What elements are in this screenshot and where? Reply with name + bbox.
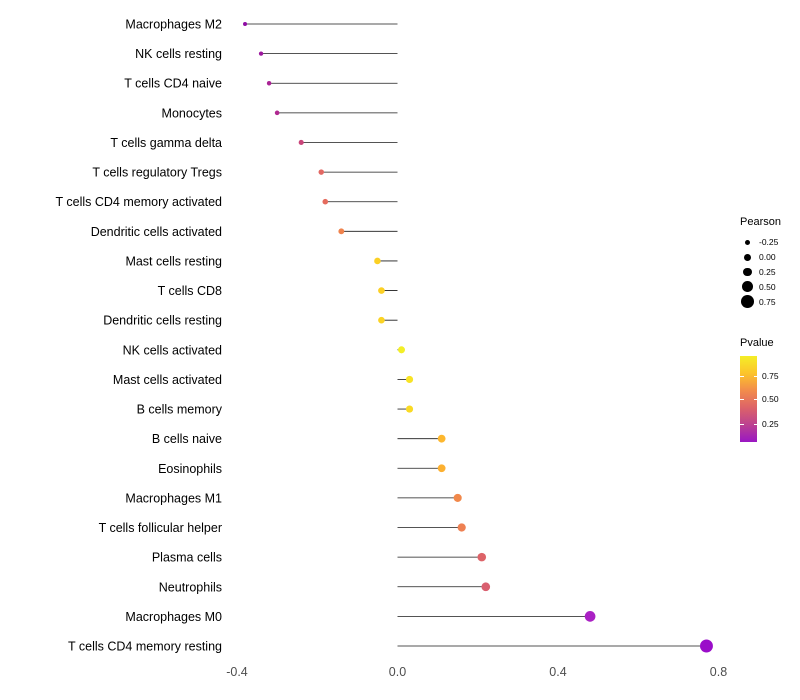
category-label: T cells follicular helper bbox=[99, 521, 222, 535]
size-legend-dot bbox=[744, 253, 751, 261]
x-tick-label: 0.0 bbox=[389, 665, 406, 679]
lollipop-point bbox=[437, 464, 446, 473]
size-legend-label: 0.00 bbox=[759, 252, 776, 263]
category-label: Macrophages M0 bbox=[125, 610, 222, 624]
lollipop-point bbox=[322, 198, 329, 205]
lollipop-point bbox=[274, 110, 280, 116]
category-label: T cells CD8 bbox=[158, 284, 222, 298]
size-legend-dot bbox=[745, 239, 750, 245]
category-label: Mast cells resting bbox=[125, 254, 222, 268]
lollipop-point bbox=[243, 22, 248, 26]
lollipop-point bbox=[298, 139, 304, 146]
size-legend: Pearson -0.25 0.00 0.25 0.50 0.75 bbox=[740, 216, 798, 309]
size-legend-label: 0.25 bbox=[759, 266, 776, 277]
size-legend-dot-wrap bbox=[740, 253, 755, 261]
lollipop-point bbox=[378, 316, 385, 324]
pvalue-tick-label: 0.25 bbox=[762, 418, 779, 429]
lollipop-point bbox=[318, 169, 325, 175]
category-label: T cells gamma delta bbox=[110, 136, 222, 150]
size-legend-entry: 0.75 bbox=[740, 294, 798, 309]
lollipop-point bbox=[266, 81, 272, 86]
pvalue-bar-tickmark bbox=[753, 423, 757, 425]
category-label: Mast cells activated bbox=[113, 373, 222, 387]
lollipop-point bbox=[457, 523, 466, 532]
lollipop-point bbox=[374, 257, 381, 265]
size-legend-entry: -0.25 bbox=[740, 235, 798, 250]
category-label: T cells CD4 memory activated bbox=[56, 195, 223, 209]
legend-panel: Pearson -0.25 0.00 0.25 0.50 0.75 Pvalue 0.7… bbox=[740, 216, 798, 442]
category-label: Dendritic cells resting bbox=[103, 314, 222, 328]
category-label: Monocytes bbox=[162, 106, 222, 120]
category-label: T cells CD4 naive bbox=[124, 77, 222, 91]
size-legend-dot-wrap bbox=[740, 281, 755, 293]
pvalue-tick-label: 0.75 bbox=[762, 371, 779, 382]
category-label: NK cells activated bbox=[123, 343, 222, 357]
lollipop-point bbox=[398, 346, 406, 354]
category-label: Macrophages M2 bbox=[125, 18, 222, 32]
pvalue-bar-tickmark bbox=[740, 399, 744, 401]
category-label: Eosinophils bbox=[158, 462, 222, 476]
pvalue-bar-tickmark bbox=[753, 399, 757, 401]
pvalue-bar-tickmark bbox=[753, 376, 757, 378]
size-legend-dot bbox=[742, 281, 753, 293]
size-legend-entry: 0.50 bbox=[740, 279, 798, 294]
size-legend-title: Pearson bbox=[740, 216, 781, 228]
lollipop-point bbox=[338, 228, 345, 235]
size-legend-dot-wrap bbox=[740, 239, 755, 245]
size-legend-dot-wrap bbox=[740, 295, 755, 308]
color-legend: Pvalue 0.75 0.50 0.25 bbox=[740, 337, 798, 442]
category-label: Neutrophils bbox=[159, 580, 222, 594]
x-tick-label: 0.8 bbox=[710, 665, 727, 679]
size-legend-entries: -0.25 0.00 0.25 0.50 0.75 bbox=[740, 235, 798, 309]
lollipop-point bbox=[405, 405, 414, 413]
category-label: Dendritic cells activated bbox=[91, 225, 222, 239]
lollipop-point bbox=[437, 434, 446, 443]
size-legend-label: 0.75 bbox=[759, 296, 776, 307]
lollipop-point bbox=[405, 375, 414, 384]
lollipop-point bbox=[453, 493, 462, 502]
pvalue-tick-label: 0.50 bbox=[762, 394, 779, 405]
x-tick-label: -0.4 bbox=[226, 665, 248, 679]
category-label: Plasma cells bbox=[152, 551, 222, 565]
lollipop-point bbox=[481, 582, 491, 592]
lollipop-point bbox=[584, 611, 596, 622]
size-legend-dot bbox=[741, 295, 754, 308]
category-label: T cells regulatory Tregs bbox=[92, 166, 222, 180]
size-legend-entry: 0.00 bbox=[740, 250, 798, 265]
pvalue-gradient-wrap: 0.75 0.50 0.25 bbox=[740, 355, 798, 442]
pvalue-gradient-bar bbox=[740, 355, 757, 442]
size-legend-dot bbox=[743, 267, 752, 277]
size-legend-entry: 0.25 bbox=[740, 265, 798, 280]
lollipop-point bbox=[477, 552, 487, 562]
category-label: Macrophages M1 bbox=[125, 491, 222, 505]
category-label: T cells CD4 memory resting bbox=[68, 640, 222, 654]
category-label: B cells memory bbox=[137, 403, 223, 417]
x-tick-label: 0.4 bbox=[549, 665, 566, 679]
pvalue-bar-tickmark bbox=[740, 376, 744, 378]
size-legend-dot-wrap bbox=[740, 267, 755, 277]
color-legend-title: Pvalue bbox=[740, 336, 774, 349]
lollipop-point bbox=[700, 639, 713, 653]
size-legend-label: -0.25 bbox=[759, 237, 779, 248]
lollipop-point bbox=[258, 51, 264, 56]
size-legend-label: 0.50 bbox=[759, 281, 776, 292]
lollipop-point bbox=[378, 287, 385, 294]
pvalue-bar-tickmark bbox=[740, 423, 744, 425]
category-label: NK cells resting bbox=[135, 47, 222, 61]
category-label: B cells naive bbox=[152, 432, 222, 446]
